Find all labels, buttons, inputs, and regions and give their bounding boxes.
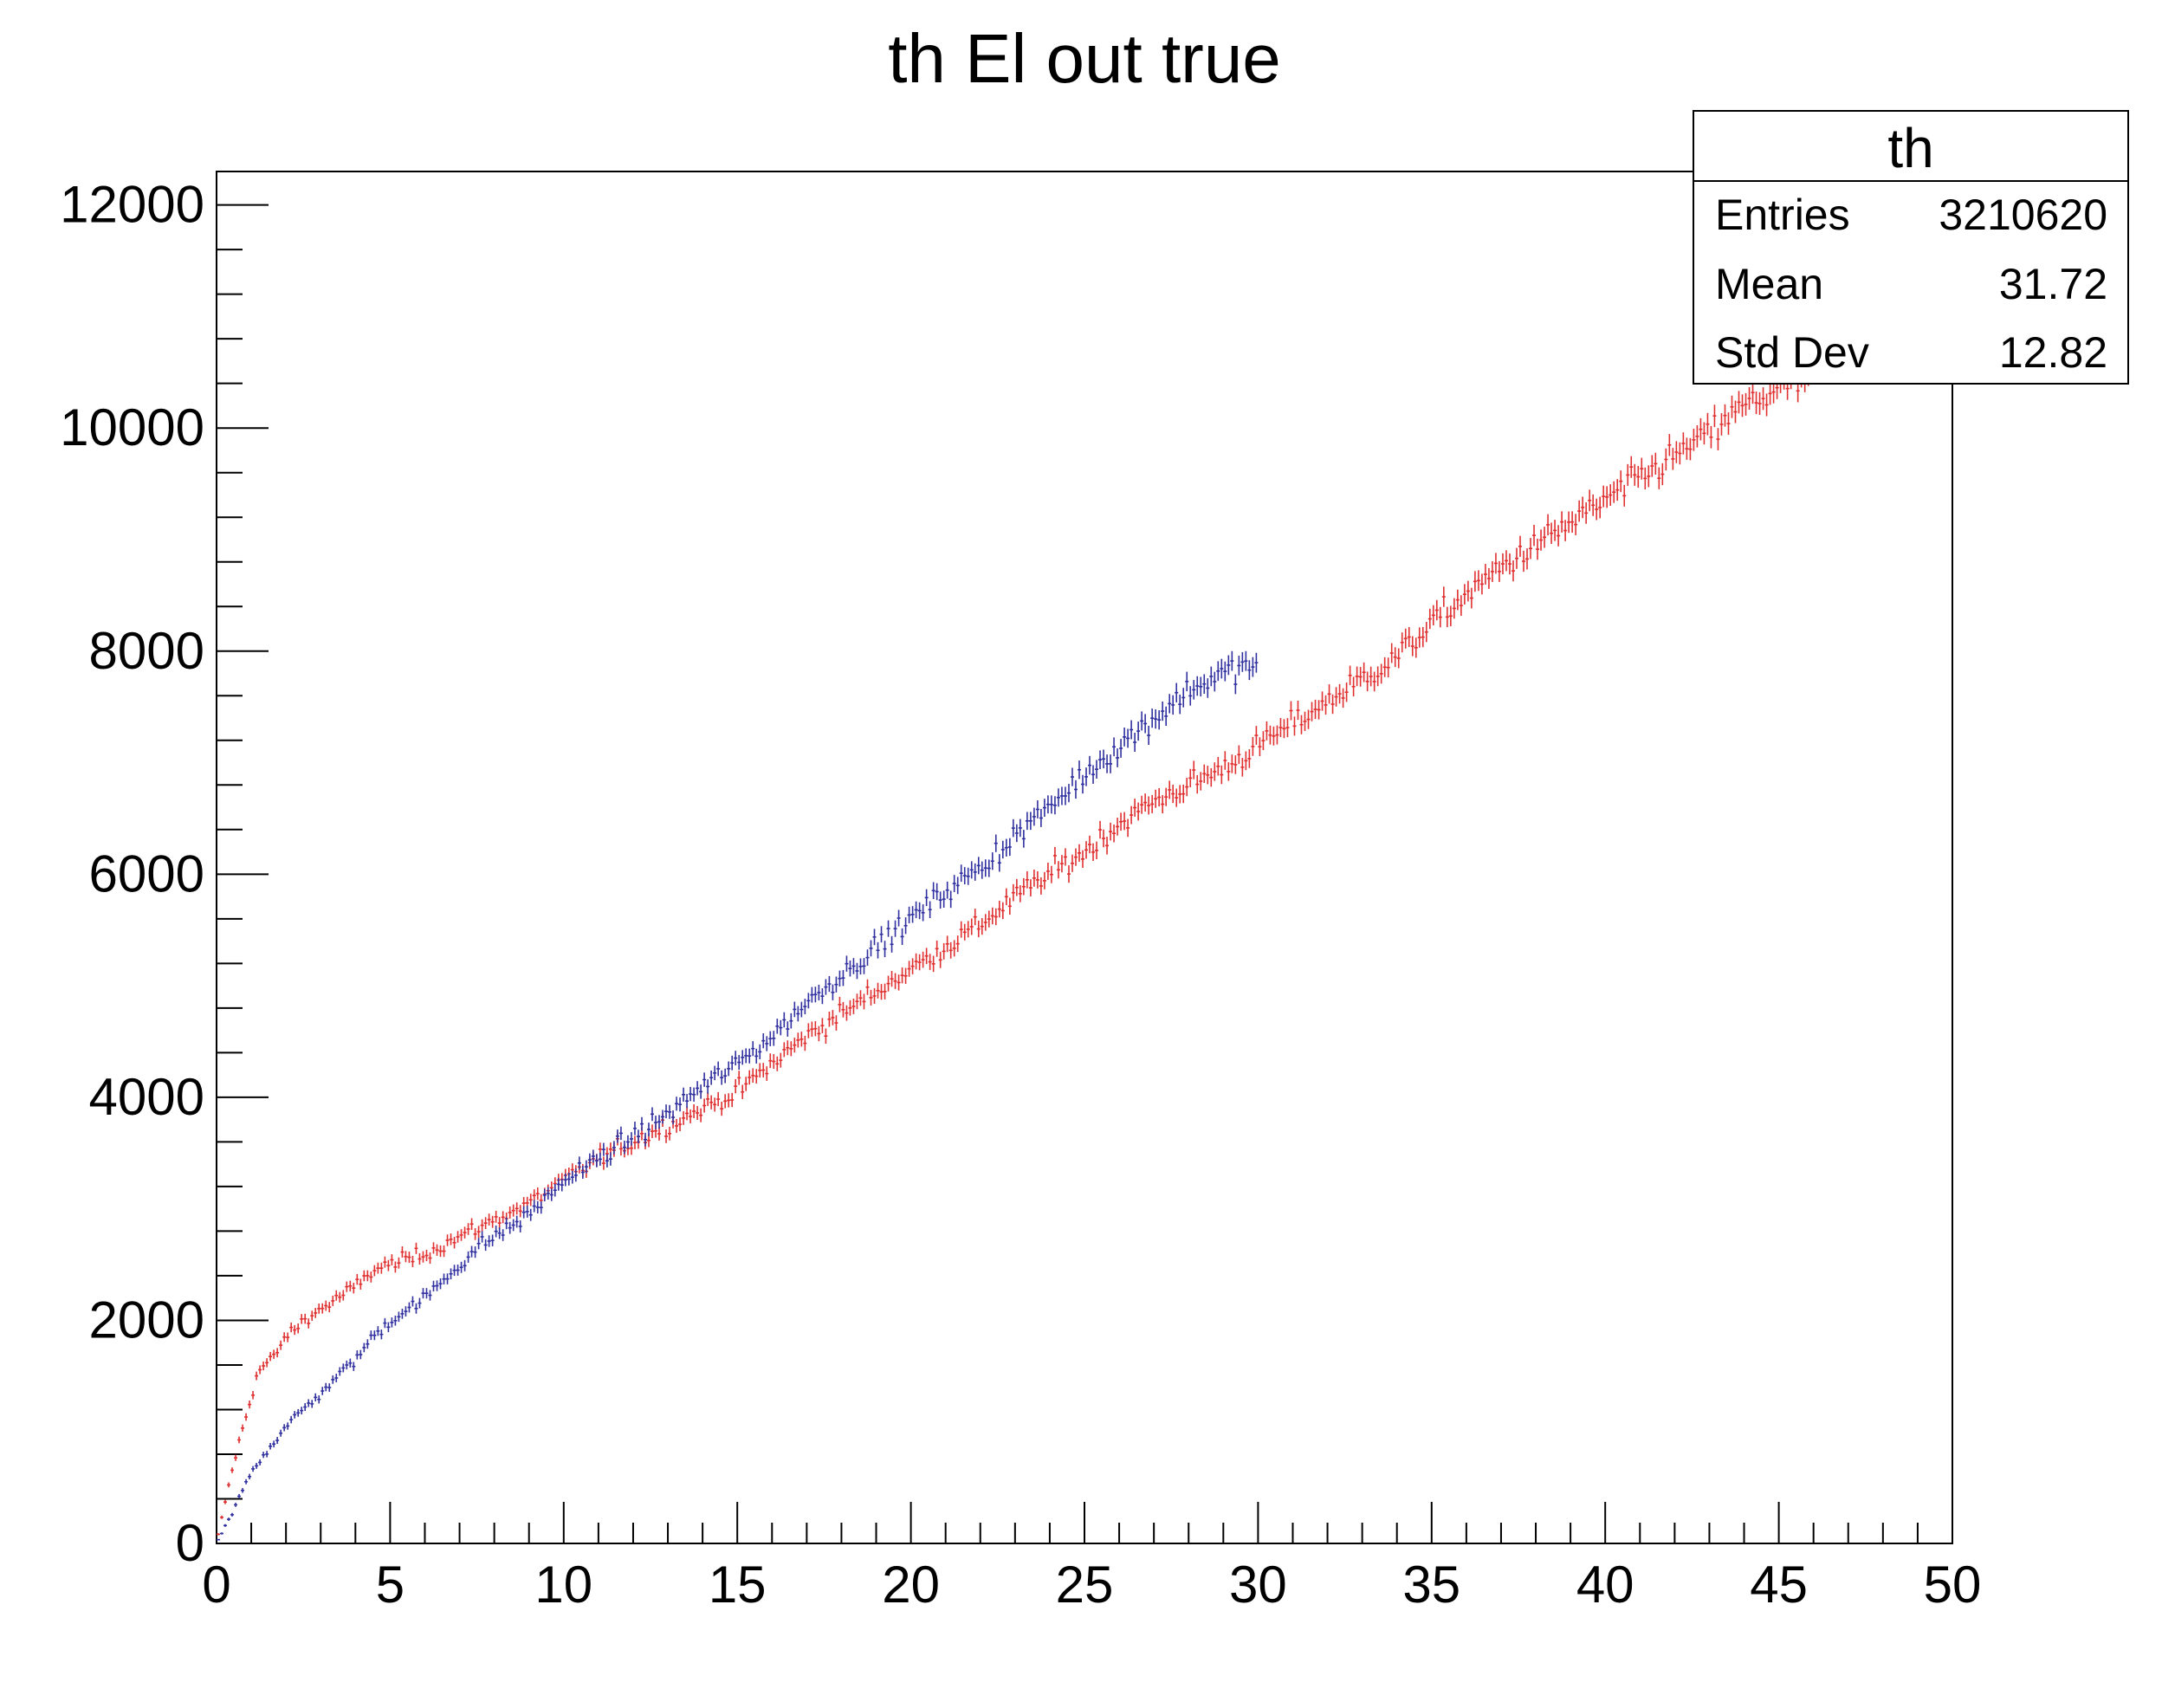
x-tick-label: 20: [882, 1556, 940, 1614]
y-tick-label: 10000: [60, 398, 204, 456]
stats-box-frame: [1693, 110, 2129, 385]
x-tick-label: 50: [1924, 1556, 1982, 1614]
x-tick-label: 25: [1056, 1556, 1114, 1614]
y-tick-label: 12000: [60, 176, 204, 234]
chart-title: th El out true: [888, 20, 1281, 97]
stats-entries-label: Entries: [1715, 191, 1850, 239]
stats-stddev-value: 12.82: [1999, 328, 2107, 377]
series-1: [217, 650, 1259, 1541]
stats-box: th Entries 3210620 Mean 31.72 Std Dev 12…: [1693, 110, 2129, 385]
y-tick-label: 2000: [89, 1291, 204, 1349]
stats-mean-label: Mean: [1715, 260, 1823, 308]
stats-box-title: th: [1887, 117, 1933, 179]
y-tick-label: 8000: [89, 622, 204, 680]
series-0: [217, 359, 1814, 1536]
series-layer: [217, 359, 1814, 1541]
plot-frame: [216, 171, 1953, 1544]
x-tick-label: 45: [1750, 1556, 1808, 1614]
stats-stddev-label: Std Dev: [1715, 328, 1869, 377]
stats-mean-value: 31.72: [1999, 260, 2107, 308]
y-tick-label: 0: [176, 1514, 204, 1572]
y-axis: 0 2000 4000 6000 8000 10000 12000: [60, 176, 269, 1572]
y-tick-label: 4000: [89, 1068, 204, 1126]
x-tick-label: 40: [1576, 1556, 1634, 1614]
x-axis: 0 5 10 15 20 25 30 35 40 45 50: [202, 1502, 1981, 1614]
x-tick-label: 35: [1402, 1556, 1460, 1614]
x-tick-label: 5: [376, 1556, 405, 1614]
y-tick-label: 6000: [89, 844, 204, 903]
x-tick-label: 30: [1229, 1556, 1287, 1614]
stats-entries-value: 3210620: [1939, 191, 2107, 239]
x-tick-label: 15: [709, 1556, 767, 1614]
x-tick-label: 0: [202, 1556, 230, 1614]
x-tick-label: 10: [534, 1556, 592, 1614]
